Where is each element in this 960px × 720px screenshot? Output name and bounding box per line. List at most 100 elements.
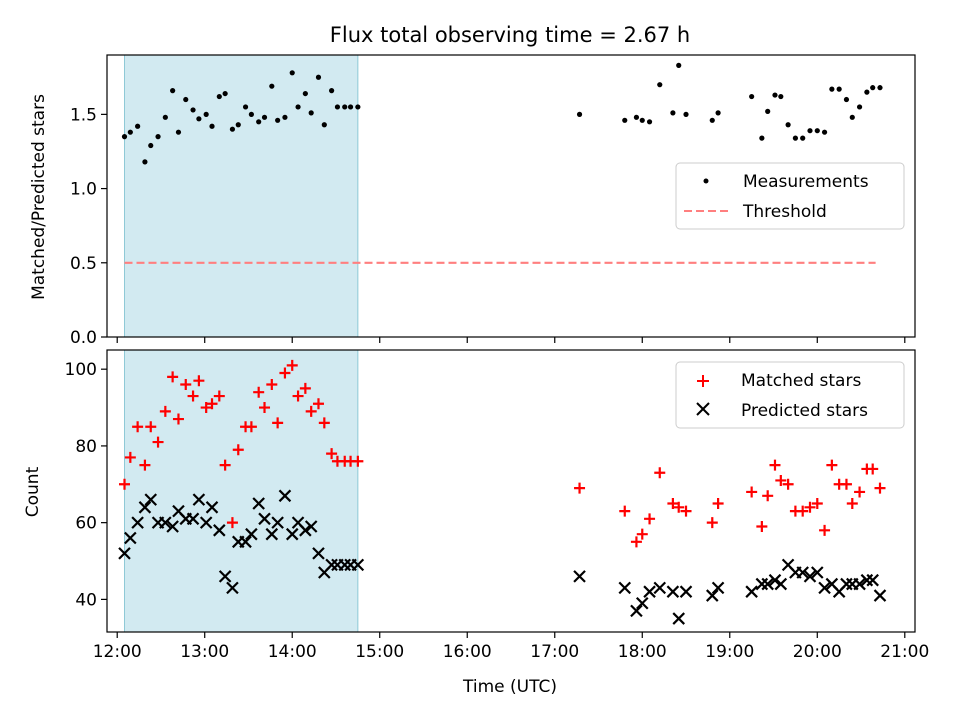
y-tick-label: 0.0 — [70, 328, 97, 348]
matched-stars-point — [644, 513, 656, 525]
bottom-panel: 40 60 80 100 12:00 13:00 14:00 15:00 16:00 17:00 1… — [23, 349, 929, 697]
matched-stars-point — [746, 486, 758, 498]
legend-predicted-label: Predicted stars — [741, 401, 868, 421]
measurement-point — [821, 129, 828, 135]
matched-stars-point — [712, 497, 724, 509]
measurement-point — [135, 123, 141, 129]
predicted-stars-point — [199, 516, 213, 529]
matched-stars-point — [200, 402, 212, 414]
measurement-point — [639, 117, 645, 123]
measurement-point — [222, 90, 228, 97]
measurement-point — [148, 142, 154, 149]
matched-stars-point — [819, 524, 831, 536]
predicted-stars-point — [853, 577, 866, 591]
x-tick-label: 16:00 — [443, 642, 492, 662]
measurement-point — [216, 93, 222, 100]
predicted-stars-point — [205, 501, 219, 514]
y-tick-label: 40 — [75, 590, 97, 610]
legend-matched-marker — [697, 375, 709, 387]
predicted-stars-point — [213, 524, 226, 537]
predicted-stars-point — [768, 573, 782, 587]
measurement-point — [657, 82, 663, 88]
measurement-point — [190, 107, 196, 113]
measurement-point — [269, 83, 275, 89]
matched-stars-point — [826, 459, 838, 471]
matched-stars-point — [145, 421, 157, 433]
measurement-point — [203, 111, 209, 117]
predicted-stars-point — [635, 596, 649, 610]
predicted-stars-point — [630, 604, 643, 618]
predicted-stars-point — [304, 520, 318, 533]
measurement-point — [785, 122, 791, 128]
top-panel: 0.0 0.5 1.0 1.5 Matched/Predicted stars Mea… — [29, 54, 916, 348]
matched-stars-point — [172, 413, 184, 425]
predicted-stars-point — [124, 531, 137, 545]
measurement-point — [282, 114, 288, 120]
predicted-stars-point — [573, 570, 586, 583]
top-legend: Measurements Threshold — [675, 162, 905, 230]
chart-title: Flux total observing time = 2.67 h — [330, 23, 690, 47]
predicted-stars-point — [679, 585, 693, 598]
measurement-point — [646, 119, 653, 125]
measurement-point — [683, 111, 689, 117]
measurement-point — [772, 92, 778, 98]
predicted-stars-point — [299, 524, 312, 537]
matched-stars-point — [352, 455, 364, 467]
matched-stars-point — [804, 501, 816, 513]
matched-stars-point — [574, 482, 586, 494]
predicted-stars-point — [271, 516, 284, 529]
measurement-point — [715, 110, 721, 116]
predicted-stars-point — [643, 585, 656, 598]
measurement-point — [864, 89, 870, 95]
measurement-point — [256, 119, 262, 125]
legend-measurements-label: Measurements — [743, 172, 869, 192]
measurement-point — [155, 134, 161, 140]
matched-stars-point — [811, 497, 823, 509]
matched-stars-point — [193, 375, 205, 387]
measurement-point — [814, 128, 820, 134]
predicted-stars-point — [774, 577, 788, 591]
top-axis-ticks: 0.0 0.5 1.0 1.5 — [70, 105, 906, 348]
matched-stars-point — [187, 390, 199, 402]
matched-stars-point — [636, 528, 648, 540]
matched-stars-point — [272, 417, 284, 429]
legend-predicted-marker — [696, 402, 710, 416]
matched-stars-point — [667, 497, 679, 509]
matched-stars-point — [292, 390, 304, 402]
matched-stars-point — [797, 505, 809, 517]
matched-stars-point — [654, 467, 666, 479]
observing-interval-shade — [124, 54, 359, 338]
predicted-stars-point — [218, 570, 232, 583]
matched-stars-point — [253, 386, 265, 398]
predicted-stars-point — [755, 577, 769, 591]
x-tick-label: 17:00 — [530, 642, 579, 662]
predicted-stars-point — [245, 527, 258, 541]
predicted-stars-point — [818, 581, 831, 595]
measurement-point — [235, 122, 241, 128]
predicted-stars-point — [666, 585, 680, 598]
measurement-point — [142, 159, 148, 165]
measurement-point — [334, 104, 341, 110]
measurement-point — [807, 128, 813, 134]
predicted-stars-point — [131, 516, 144, 529]
matched-stars-point — [867, 463, 879, 475]
y-tick-label: 60 — [75, 514, 97, 534]
x-tick-label: 21:00 — [880, 642, 929, 662]
predicted-stars-point — [705, 589, 719, 602]
measurement-point — [800, 135, 806, 141]
measurement-point — [870, 85, 876, 91]
matched-stars-point — [673, 501, 685, 513]
measurement-point — [242, 104, 249, 110]
predicted-stars-point — [166, 520, 179, 533]
x-tick-label: 14:00 — [268, 642, 317, 662]
measurement-point — [670, 110, 676, 116]
top-legend-box — [675, 162, 905, 230]
matched-stars-point — [312, 398, 324, 410]
measurement-point — [856, 104, 863, 110]
measurement-point — [347, 104, 354, 110]
predicted-stars-point — [803, 570, 817, 583]
predicted-stars-point — [159, 516, 172, 529]
predicted-stars-point — [265, 527, 279, 541]
matched-stars-point — [630, 536, 642, 548]
